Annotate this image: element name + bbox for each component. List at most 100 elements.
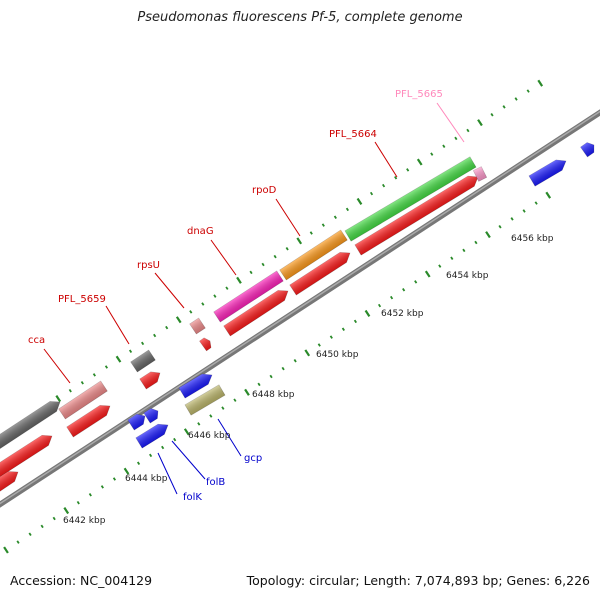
feature-dnag-shade: [213, 270, 284, 323]
inner-minor-tick: [510, 217, 514, 221]
map-title: Pseudomonas fluorescens Pf-5, complete g…: [137, 10, 463, 25]
feature-red-6: [289, 252, 351, 296]
kbp-label-6450: 6450 kbp: [316, 350, 359, 360]
inner-minor-tick: [221, 406, 225, 410]
feature-folb: [135, 423, 169, 449]
outer-minor-tick: [394, 176, 398, 180]
outer-minor-tick: [309, 231, 313, 235]
outer-minor-tick: [285, 247, 289, 251]
inner-minor-tick: [269, 374, 273, 379]
feature-gcp-shade: [184, 384, 226, 416]
inner-minor-tick: [76, 500, 80, 505]
outer-minor-tick: [213, 294, 217, 298]
outer-major-tick: [236, 276, 242, 284]
outer-minor-tick: [104, 365, 109, 369]
feature-blue-3: [528, 159, 567, 187]
inner-major-tick: [364, 309, 371, 317]
feature-blue-2-shade: [143, 408, 158, 424]
inner-minor-tick: [28, 532, 32, 536]
feature-rpod-shade: [279, 229, 348, 281]
feature-blue-4-shade: [580, 142, 594, 157]
inner-minor-tick: [161, 445, 165, 450]
outer-minor-tick: [225, 286, 229, 290]
feature-pfl-5664-shade: [344, 156, 477, 242]
feature-red-7-shade: [354, 176, 479, 256]
outer-minor-tick: [68, 388, 72, 393]
callout-folk: [157, 452, 178, 495]
outer-major-tick: [115, 355, 122, 363]
feature-gray-left: [0, 401, 61, 454]
inner-minor-tick: [450, 256, 454, 261]
feature-rpsu: [189, 317, 206, 335]
inner-minor-tick: [149, 453, 153, 458]
kbp-label-layer: 6442 kbp 6444 kbp 6446 kbp 6448 kbp 6450…: [63, 234, 554, 526]
feature-red-2-shade: [66, 405, 111, 438]
outer-minor-tick: [345, 207, 350, 212]
outer-minor-tick: [249, 270, 253, 275]
feature-blue-2: [143, 408, 159, 424]
kbp-label-6452: 6452 kbp: [381, 309, 424, 319]
outer-minor-tick: [514, 97, 518, 101]
feature-red-4: [199, 337, 212, 352]
inner-minor-tick: [438, 264, 442, 268]
outer-minor-tick: [153, 333, 157, 338]
feature-pfl-5665-shade: [473, 166, 487, 182]
outer-minor-tick: [201, 302, 205, 306]
outer-major-tick: [175, 316, 182, 324]
inner-minor-tick: [390, 295, 394, 300]
gene-label-rpsu: rpsU: [137, 260, 160, 271]
outer-minor-tick: [128, 349, 133, 354]
callout-pfl-5659: [105, 305, 130, 345]
feature-cca: [58, 380, 108, 420]
kbp-label-6446: 6446 kbp: [188, 431, 231, 441]
inner-major-tick: [123, 467, 130, 475]
feature-red-6-shade: [289, 252, 351, 296]
feature-blue-1-shade: [178, 373, 212, 399]
inner-minor-tick: [522, 209, 526, 213]
inner-minor-tick: [281, 366, 285, 371]
genome-backbone-highlight: [0, 110, 600, 505]
gene-label-pfl-5659: PFL_5659: [58, 294, 106, 305]
gene-label-folk: folK: [183, 492, 202, 503]
inner-minor-tick: [293, 359, 297, 363]
outer-minor-tick: [141, 341, 145, 346]
gene-label-cca: cca: [28, 335, 45, 346]
callout-pfl-5664: [374, 141, 398, 178]
inner-major-tick: [485, 231, 491, 239]
feature-blue-4: [580, 142, 595, 158]
feature-red-3: [139, 371, 161, 390]
gene-label-pfl-5665: PFL_5665: [395, 89, 443, 100]
outer-major-tick: [55, 395, 62, 403]
outer-minor-tick: [273, 254, 277, 259]
inner-major-tick: [424, 270, 431, 278]
inner-minor-tick: [534, 201, 538, 205]
gene-label-pfl-5664: PFL_5664: [329, 129, 377, 140]
feature-pfl-5659: [130, 349, 156, 373]
inner-minor-tick: [112, 477, 117, 481]
callout-pfl-5665: [436, 102, 465, 143]
inner-minor-tick: [498, 224, 502, 229]
kbp-label-6454: 6454 kbp: [446, 271, 489, 281]
outer-minor-tick: [466, 128, 470, 133]
feature-red-3-shade: [139, 371, 161, 390]
feature-red-left-1-shade: [0, 435, 53, 482]
inner-minor-tick: [100, 485, 104, 489]
inner-minor-tick: [136, 461, 141, 466]
outer-minor-tick: [382, 183, 386, 188]
feature-folb-shade: [135, 424, 168, 449]
inner-minor-tick: [257, 382, 261, 387]
inner-tick-row: [3, 191, 552, 554]
callout-folb: [171, 440, 206, 480]
inner-minor-tick: [474, 240, 478, 245]
kbp-label-6448: 6448 kbp: [252, 390, 295, 400]
feature-rpod: [279, 229, 348, 281]
feature-red-2: [66, 405, 111, 438]
genome-backbone: [0, 109, 600, 508]
feature-blue-1: [178, 373, 213, 399]
callout-gcp: [217, 418, 242, 457]
inner-minor-tick: [52, 516, 56, 521]
outer-minor-tick: [321, 223, 325, 227]
feature-blue-3-shade: [528, 159, 567, 187]
outer-minor-tick: [502, 105, 506, 109]
